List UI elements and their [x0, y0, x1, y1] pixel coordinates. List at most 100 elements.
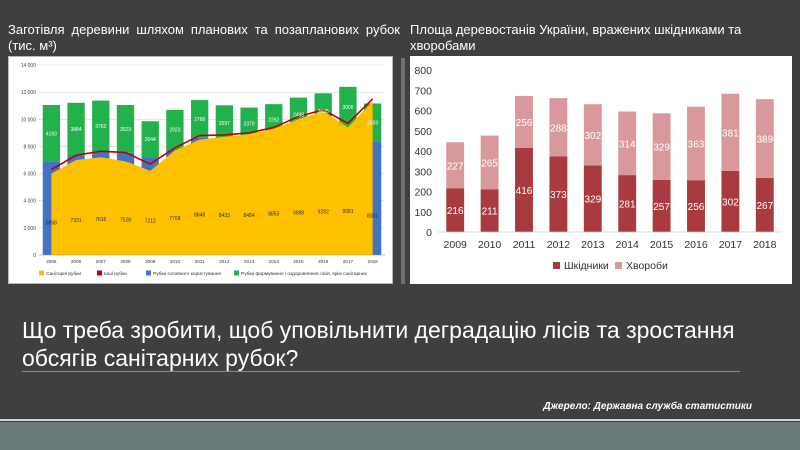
left-y-tick-label: 0 [33, 253, 36, 259]
right-y-tick-label: 500 [414, 126, 432, 138]
bar-pests [446, 188, 465, 232]
bar-pests [549, 156, 568, 232]
left-x-tick-label: 2017 [343, 259, 354, 264]
bar-main-use-label: 7616 [95, 217, 106, 223]
legend-sanitary-swatch [39, 270, 44, 276]
bar-diseases-label: 265 [481, 158, 498, 169]
bar-main-use-label: 7331 [71, 218, 82, 224]
right-x-tick-label: 2014 [616, 239, 640, 251]
bar-diseases [583, 104, 602, 166]
bar-pests-label: 281 [619, 200, 636, 211]
bar-formation-label: 2923 [169, 128, 180, 134]
bar-formation [42, 105, 61, 162]
right-x-tick-label: 2018 [753, 239, 777, 251]
bar-diseases [755, 99, 774, 178]
bar-pests-label: 267 [756, 201, 773, 212]
footer-band [0, 422, 800, 450]
bar-pests-label: 216 [447, 206, 464, 217]
left-x-tick-label: 2016 [318, 259, 329, 264]
bar-main-use-label: 9098 [293, 210, 304, 216]
harvest-chart: 0 2 000 4 000 6 000 8 000 10 000 12 000 14 000 6… [21, 63, 385, 277]
bar-formation [67, 102, 85, 156]
bar-formation-label: 2635 [318, 109, 329, 115]
bar-main-use-label: 7528 [120, 217, 131, 223]
bar-main-use-label: 7768 [169, 216, 180, 222]
bar-diseases-label: 363 [688, 139, 705, 150]
left-x-tick-label: 2009 [145, 259, 156, 264]
bar-main-use-label: 6858 [46, 220, 57, 226]
bar-formation-label: 3884 [71, 127, 82, 133]
bar-diseases [687, 106, 705, 181]
bar-pests [721, 170, 740, 232]
bar-pests [480, 189, 499, 232]
right-x-tick-label: 2010 [478, 239, 502, 251]
right-x-tick-label: 2017 [719, 239, 743, 251]
left-x-tick-label: 2005 [46, 259, 57, 264]
bar-diseases [721, 93, 740, 171]
bar-formation-label: 3523 [120, 127, 131, 133]
bar-diseases-label: 227 [447, 161, 464, 172]
right-y-tick-label: 300 [414, 166, 432, 178]
bar-pests [618, 175, 637, 232]
left-y-tick-label: 12 000 [21, 90, 37, 96]
right-y-tick-label: 700 [414, 85, 432, 97]
legend-main-use-label: Рубки головного користування [153, 271, 221, 277]
bar-pests-label: 416 [516, 186, 533, 197]
left-x-tick-label: 2013 [244, 259, 255, 264]
bar-diseases-label: 314 [619, 139, 636, 150]
bar-pests-label: 257 [653, 202, 670, 213]
bar-main-use-label: 8331 [367, 214, 378, 220]
bar-formation [92, 100, 110, 152]
right-y-tick-label: 0 [426, 227, 432, 239]
bar-formation-label: 4193 [46, 131, 57, 137]
right-y-tick-label: 800 [414, 65, 432, 77]
bar-diseases [480, 135, 499, 190]
left-y-tick-label: 4 000 [23, 199, 36, 205]
bar-main-use-label: 9391 [342, 209, 353, 215]
bar-main-use-label: 7212 [145, 219, 156, 225]
bar-formation-label: 2768 [194, 117, 205, 123]
bar-diseases [618, 111, 637, 176]
left-x-tick-label: 2012 [219, 259, 230, 264]
right-x-tick-label: 2016 [684, 239, 708, 251]
bar-formation [190, 100, 209, 138]
bar-formation-label: 2498 [293, 113, 304, 119]
bar-main-use-label: 8648 [194, 212, 205, 218]
bar-formation [215, 105, 234, 141]
legend-sanitary-label: Санітарні рубки [46, 271, 81, 277]
legend-formation-swatch [234, 270, 239, 276]
bar-diseases [515, 95, 533, 148]
left-x-tick-label: 2015 [293, 259, 304, 264]
right-chart-title: Площа деревостанів України, вражених шкі… [410, 22, 742, 53]
left-x-tick-label: 2008 [120, 259, 131, 264]
bar-formation-label: 2833 [367, 121, 378, 127]
bar-formation [339, 86, 357, 128]
bar-diseases-label: 389 [756, 135, 773, 146]
bar-main-use-label: 8433 [219, 213, 230, 219]
left-x-tick-label: 2014 [269, 259, 280, 264]
area-sanitary [51, 101, 373, 255]
bar-formation [116, 105, 135, 153]
bar-diseases-label: 381 [722, 128, 739, 139]
line-other-cuts [50, 98, 374, 171]
forest-damage-chart: 0 100 200 300 400 500 600 700 800 216 227 211 265 416… [414, 65, 782, 272]
legend-pests-label: Шкідники [564, 260, 609, 272]
bar-pests-label: 256 [688, 202, 705, 213]
bar-formation-label: 3762 [95, 124, 106, 130]
legend-pests-swatch [553, 262, 560, 269]
right-x-tick-label: 2015 [650, 239, 674, 251]
bar-pests [755, 177, 774, 232]
bar-formation-label: 2379 [244, 122, 255, 128]
legend-diseases-label: Хвороби [626, 260, 668, 272]
bar-formation-label: 2262 [268, 118, 279, 124]
bar-diseases-label: 256 [516, 118, 533, 129]
bar-pests [687, 180, 705, 232]
bar-pests-label: 302 [722, 197, 739, 208]
bar-pests-label: 373 [550, 190, 567, 201]
legend-diseases-swatch [615, 262, 622, 269]
right-y-tick-label: 200 [414, 187, 432, 199]
right-x-tick-label: 2009 [444, 239, 468, 251]
source-note: Джерело: Державна служба статистики [543, 401, 752, 412]
slide-question: Що треба зробити, щоб уповільнити деград… [22, 317, 735, 371]
right-chart-panel: 0 100 200 300 400 500 600 700 800 216 227 211 265 416… [410, 56, 792, 284]
